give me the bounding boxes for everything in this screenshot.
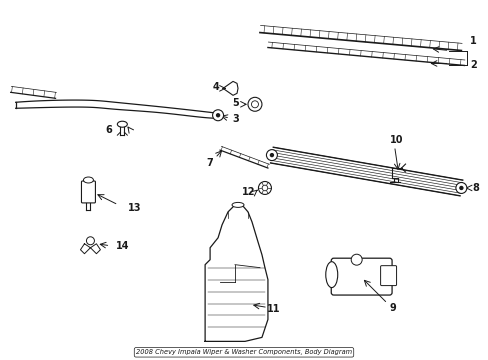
Circle shape <box>458 186 463 190</box>
FancyBboxPatch shape <box>380 266 396 285</box>
Text: 5: 5 <box>232 98 239 108</box>
Text: 8: 8 <box>471 183 478 193</box>
Text: 6: 6 <box>105 125 112 135</box>
Text: 2008 Chevy Impala Wiper & Washer Components, Body Diagram: 2008 Chevy Impala Wiper & Washer Compone… <box>136 349 351 355</box>
Circle shape <box>269 153 274 157</box>
Circle shape <box>86 237 94 245</box>
Text: 10: 10 <box>389 135 403 145</box>
Text: 4: 4 <box>212 82 219 93</box>
Polygon shape <box>204 205 267 341</box>
Circle shape <box>251 101 258 108</box>
Circle shape <box>247 97 262 111</box>
FancyBboxPatch shape <box>81 181 95 203</box>
Text: 9: 9 <box>388 302 395 312</box>
Text: 13: 13 <box>127 203 141 213</box>
Text: 2: 2 <box>469 60 476 71</box>
Text: 3: 3 <box>232 114 239 124</box>
Circle shape <box>215 113 220 117</box>
Ellipse shape <box>325 262 337 288</box>
Text: 14: 14 <box>115 241 129 251</box>
FancyBboxPatch shape <box>330 258 391 295</box>
Circle shape <box>212 110 223 121</box>
Circle shape <box>455 183 466 193</box>
Text: 1: 1 <box>469 36 476 46</box>
Ellipse shape <box>117 121 127 127</box>
Text: 12: 12 <box>242 187 255 197</box>
Circle shape <box>262 185 267 191</box>
Text: 11: 11 <box>266 303 280 314</box>
Circle shape <box>266 150 277 161</box>
Circle shape <box>350 254 362 265</box>
Ellipse shape <box>83 177 93 183</box>
Text: 7: 7 <box>206 158 213 168</box>
Circle shape <box>258 181 271 194</box>
Ellipse shape <box>232 202 244 207</box>
